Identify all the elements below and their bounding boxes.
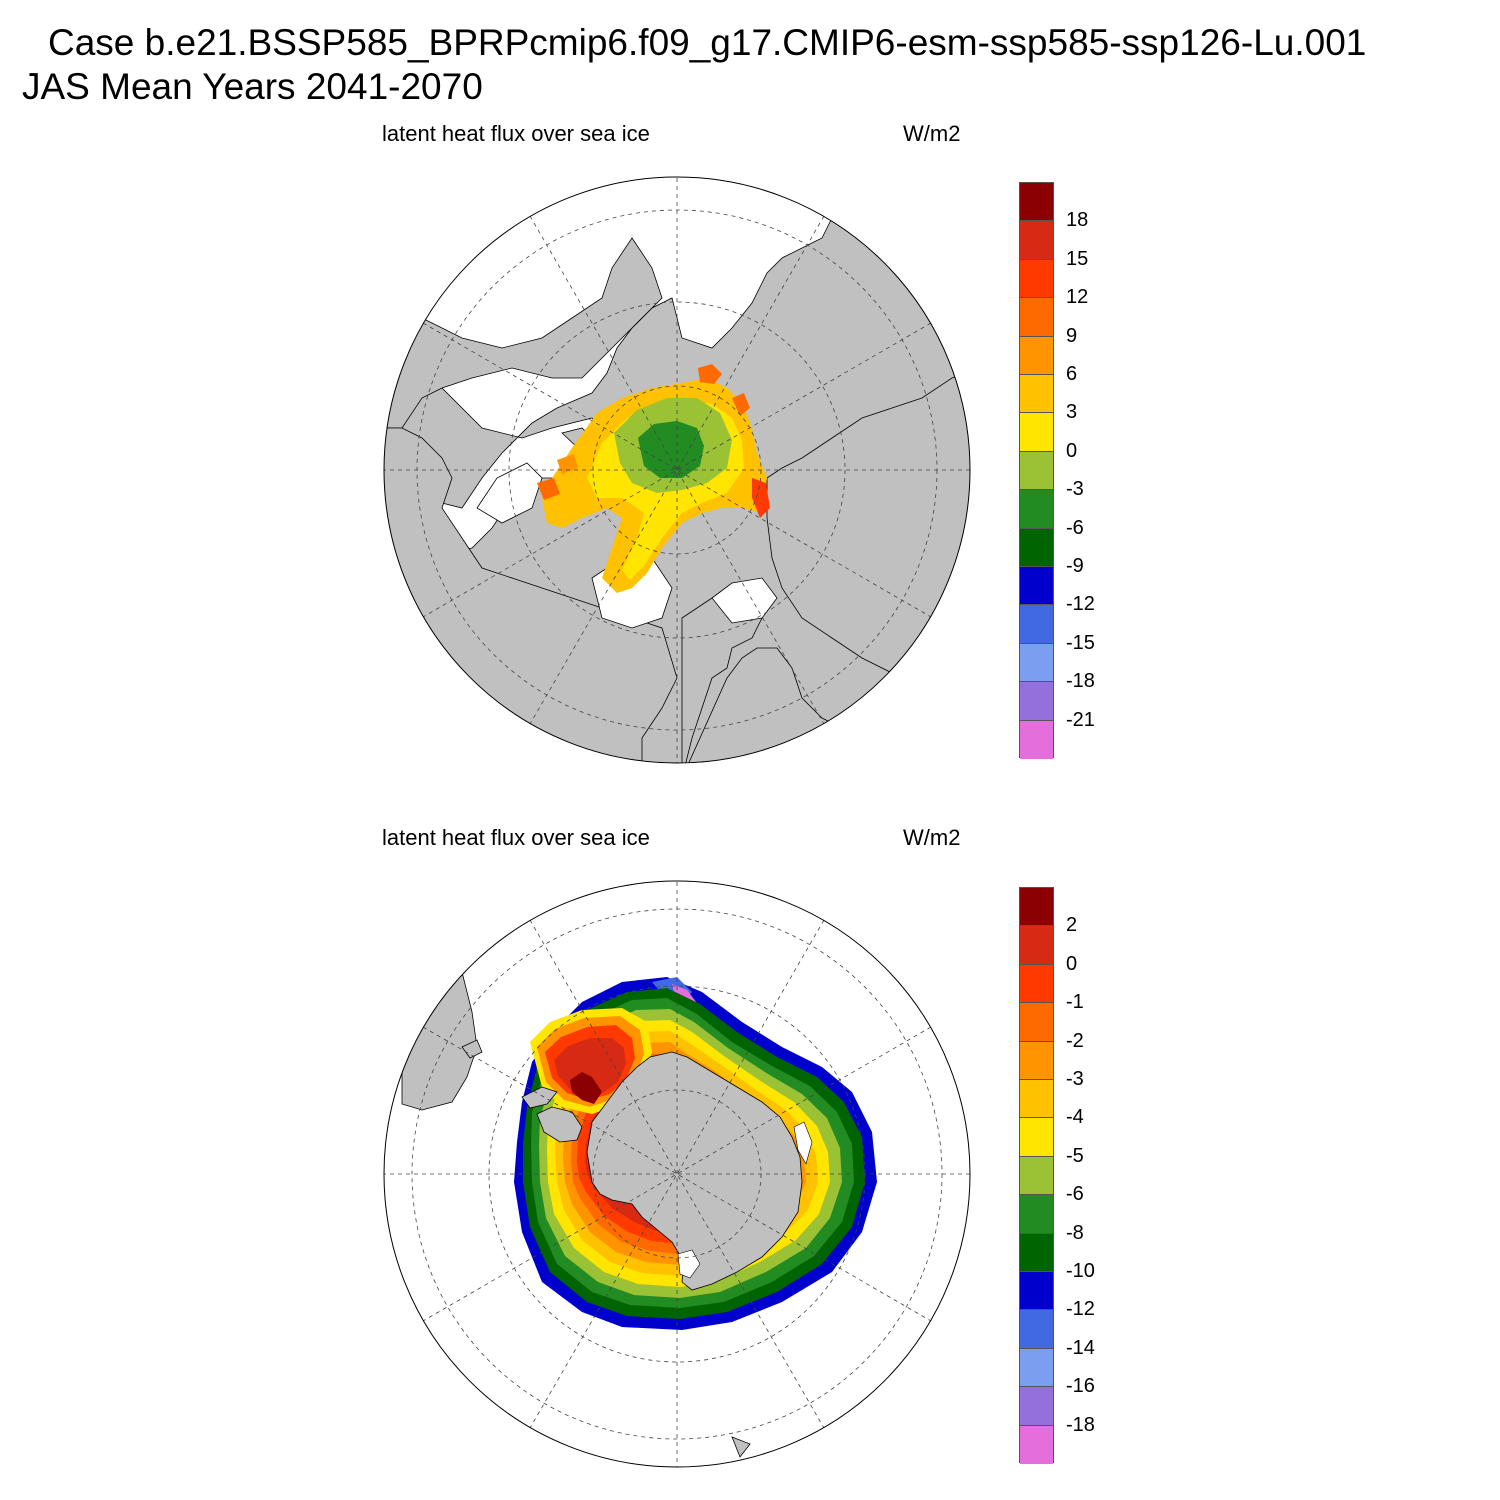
south-colorbar-box xyxy=(1019,887,1054,1464)
north-colorbar-swatch xyxy=(1020,605,1053,644)
south-colorbar-label: -12 xyxy=(1066,1298,1095,1321)
north-flux-field xyxy=(537,364,770,593)
south-colorbar-swatch xyxy=(1020,1156,1053,1196)
north-colorbar-label: -12 xyxy=(1066,593,1095,616)
north-colorbar-label: -15 xyxy=(1066,631,1095,654)
south-colorbar-label: -10 xyxy=(1066,1260,1095,1282)
south-panel-units: W/m2 xyxy=(903,825,961,850)
north-colorbar-swatch xyxy=(1020,720,1053,759)
south-graticule xyxy=(384,882,970,1467)
south-colorbar-swatch xyxy=(1020,1195,1053,1234)
north-colorbar-swatch xyxy=(1020,490,1053,529)
north-colorbar-box xyxy=(1019,182,1054,759)
north-panel-units: W/m2 xyxy=(903,121,961,146)
north-colorbar-label: 3 xyxy=(1066,401,1078,424)
north-colorbar-label: -21 xyxy=(1066,708,1095,731)
south-colorbar-swatch xyxy=(1020,926,1053,965)
north-panel-title: latent heat flux over sea ice xyxy=(382,121,650,146)
antarctica-land xyxy=(521,1051,803,1291)
south-colorbar-swatch xyxy=(1020,888,1053,927)
south-colorbar-label: -14 xyxy=(1066,1336,1095,1359)
south-colorbar-swatch xyxy=(1020,1233,1053,1272)
north-colorbar-swatch xyxy=(1020,336,1053,375)
south-colorbar-label: 0 xyxy=(1066,952,1078,975)
north-colorbar-label: 0 xyxy=(1066,439,1078,462)
north-colorbar-label: 9 xyxy=(1066,324,1078,347)
south-colorbar-swatch xyxy=(1020,1041,1053,1080)
north-colorbar-swatch xyxy=(1020,528,1053,567)
north-colorbar-swatch xyxy=(1020,567,1053,606)
south-colorbar-swatch xyxy=(1020,1387,1053,1426)
south-colorbar-swatch xyxy=(1020,1272,1053,1311)
south-polar-map xyxy=(383,880,971,1468)
south-colorbar-label: -8 xyxy=(1066,1221,1084,1244)
south-colorbar-label: -6 xyxy=(1066,1183,1084,1206)
north-colorbar-label: 18 xyxy=(1066,209,1089,232)
north-colorbar-swatch xyxy=(1020,221,1053,260)
south-colorbar-label: -16 xyxy=(1066,1375,1095,1398)
north-colorbar-swatch xyxy=(1020,375,1053,414)
north-colorbar-swatch xyxy=(1020,682,1053,721)
south-colorbar-label: -4 xyxy=(1066,1106,1084,1129)
north-colorbar-label: 15 xyxy=(1066,247,1089,270)
north-colorbar-label: -3 xyxy=(1066,478,1084,501)
south-colorbar-swatch xyxy=(1020,1003,1053,1042)
south-colorbar-swatch xyxy=(1020,1080,1053,1119)
south-colorbar: 2 0 -1 -2 -3 -4 -5 -6 -8 -10 -12 -14 -16 -18 xyxy=(1019,887,1119,1464)
north-colorbar-label: -9 xyxy=(1066,555,1084,577)
north-graticule xyxy=(384,178,970,763)
north-colorbar-swatch xyxy=(1020,259,1053,299)
north-colorbar-label: -6 xyxy=(1066,516,1084,539)
north-polar-map xyxy=(383,176,971,764)
south-colorbar-label: 2 xyxy=(1066,914,1078,937)
south-colorbar-label: -18 xyxy=(1066,1413,1095,1436)
south-colorbar-label: -3 xyxy=(1066,1068,1084,1090)
south-colorbar-swatch xyxy=(1020,1310,1053,1349)
north-colorbar-label: 6 xyxy=(1066,363,1078,385)
north-colorbar-swatch xyxy=(1020,413,1053,452)
south-panel-title: latent heat flux over sea ice xyxy=(382,825,650,850)
north-colorbar-swatch xyxy=(1020,183,1053,222)
north-colorbar-label: -18 xyxy=(1066,670,1095,693)
case-title: Case b.e21.BSSP585_BPRPcmip6.f09_g17.CMI… xyxy=(48,22,1367,63)
south-colorbar-label: -5 xyxy=(1066,1144,1084,1167)
north-colorbar-label: 12 xyxy=(1066,286,1089,309)
south-america-land xyxy=(401,941,935,1458)
south-colorbar-swatch xyxy=(1020,1425,1053,1464)
season-years-title: JAS Mean Years 2041-2070 xyxy=(22,66,483,107)
south-colorbar-label: -2 xyxy=(1066,1029,1084,1052)
north-colorbar-swatch xyxy=(1020,298,1053,337)
north-colorbar-swatch xyxy=(1020,643,1053,683)
north-colorbar: 18 15 12 9 6 3 0 -3 -6 -9 -12 -15 -18 -21 xyxy=(1019,182,1119,759)
south-colorbar-swatch xyxy=(1020,964,1053,1004)
south-polynya-openings xyxy=(677,1121,813,1279)
south-colorbar-swatch xyxy=(1020,1118,1053,1157)
south-colorbar-swatch xyxy=(1020,1348,1053,1388)
south-colorbar-label: -1 xyxy=(1066,991,1084,1014)
north-colorbar-swatch xyxy=(1020,451,1053,491)
